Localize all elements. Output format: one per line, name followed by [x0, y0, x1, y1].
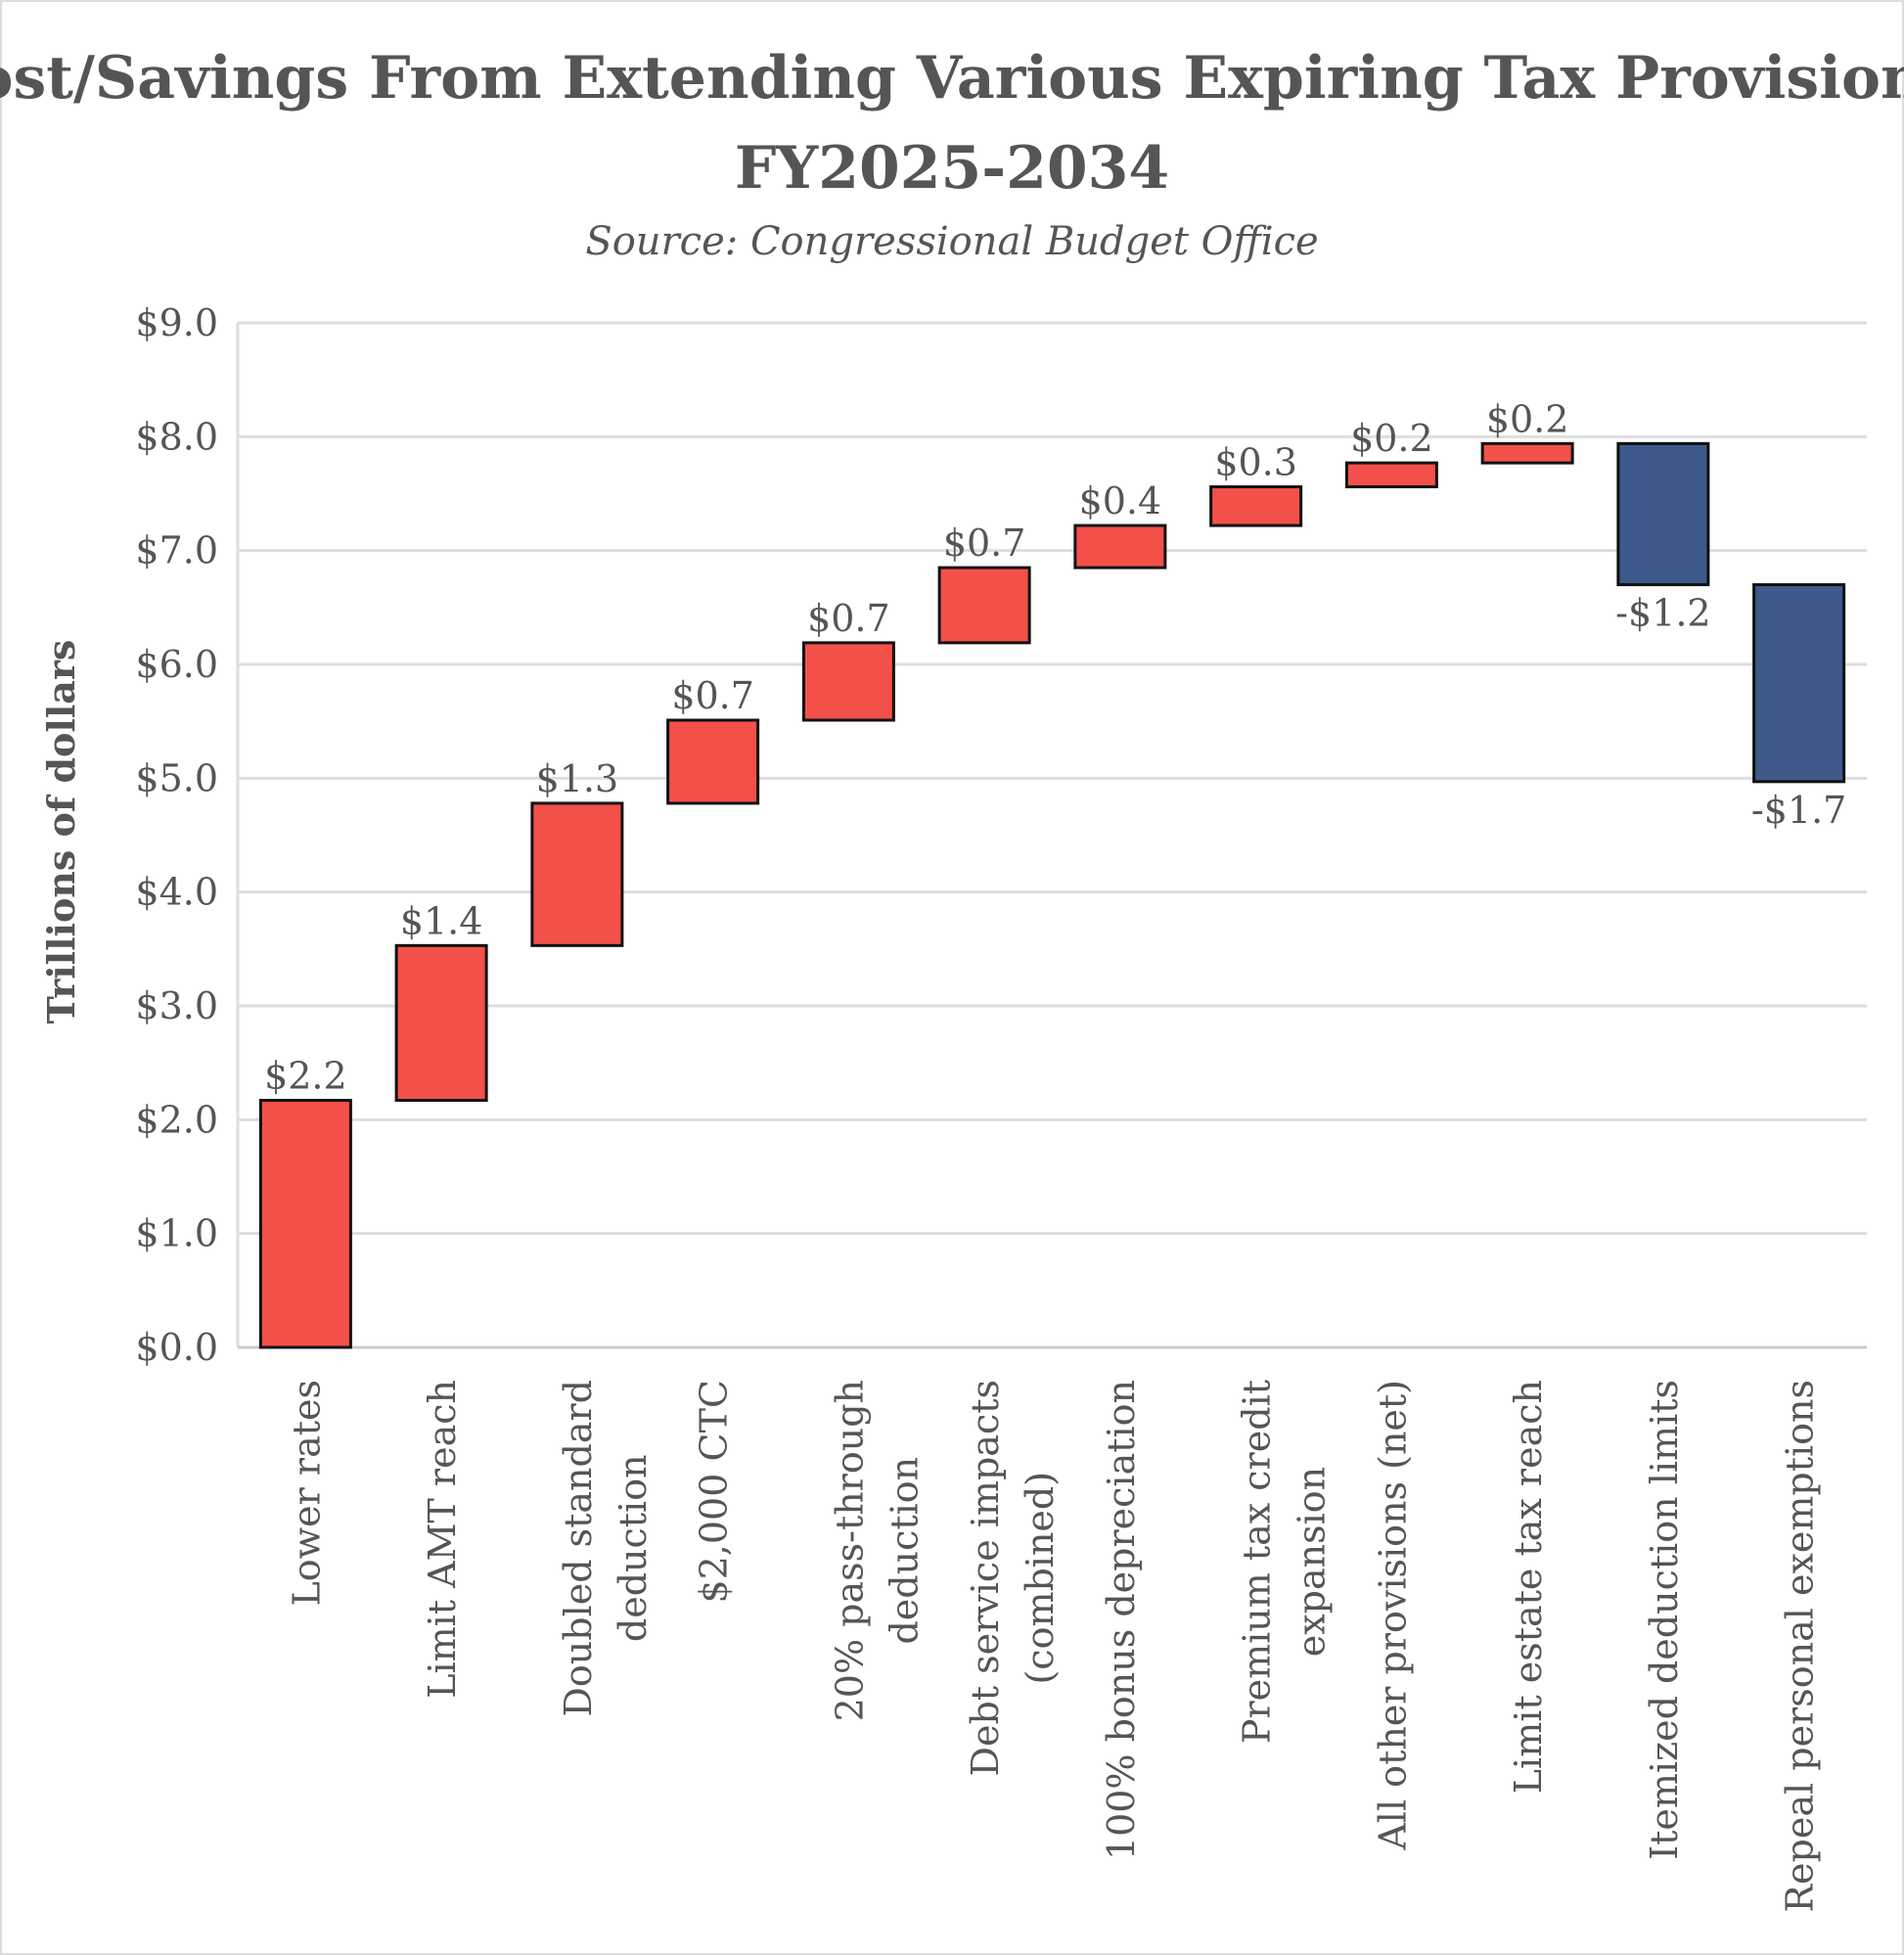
x-tick-label: Itemized deduction limits — [1643, 1380, 1686, 1860]
bar — [1344, 461, 1438, 489]
x-tick-label: $2,000 CTC — [693, 1380, 736, 1604]
y-tick-label: $4.0 — [135, 871, 218, 914]
bar — [1073, 523, 1167, 569]
x-tick-label: Limit AMT reach — [421, 1380, 464, 1699]
x-tick-label: Limit estate tax reach — [1507, 1380, 1550, 1794]
x-tick-label: Debt service impacts — [964, 1380, 1007, 1776]
x-tick-label: 20% pass-through — [828, 1380, 871, 1721]
bar — [666, 718, 760, 805]
value-label: $0.7 — [807, 597, 890, 640]
value-label: $1.4 — [400, 899, 483, 942]
value-label: -$1.2 — [1615, 592, 1710, 635]
y-tick-label: $1.0 — [135, 1212, 218, 1255]
value-label: $0.2 — [1486, 397, 1569, 440]
chart-subtitle: Source: Congressional Budget Office — [585, 219, 1318, 264]
bar — [1616, 441, 1710, 587]
y-tick-label: $8.0 — [135, 415, 218, 458]
x-tick-label: Doubled standard — [557, 1380, 600, 1717]
bar — [937, 566, 1031, 645]
bar — [1209, 485, 1303, 527]
value-label: $0.7 — [671, 674, 754, 717]
x-tick-label: deduction — [883, 1457, 926, 1645]
y-tick-label: $6.0 — [135, 643, 218, 686]
value-label: $0.3 — [1214, 441, 1297, 484]
x-tick-label: Premium tax credit — [1236, 1380, 1279, 1744]
y-tick-label: $3.0 — [135, 984, 218, 1027]
value-label: $2.2 — [264, 1055, 347, 1098]
chart-title-text: Cost/Savings From Extending Various Expi… — [0, 44, 1904, 203]
chart-title: Cost/Savings From Extending Various Expi… — [0, 44, 1904, 203]
bar — [801, 641, 895, 722]
y-axis-title: Trillions of dollars — [39, 640, 83, 1024]
y-tick-label: $7.0 — [135, 529, 218, 572]
x-tick-label: (combined) — [1019, 1472, 1062, 1685]
x-tick-label: expansion — [1291, 1467, 1334, 1657]
x-tick-label: Repeal personal exemptions — [1779, 1380, 1822, 1913]
bar — [394, 943, 488, 1103]
value-label: $0.7 — [943, 522, 1026, 565]
value-label: $1.3 — [536, 757, 619, 800]
value-label: $0.2 — [1350, 417, 1433, 460]
bar — [1752, 583, 1846, 784]
y-tick-label: $0.0 — [135, 1326, 218, 1369]
y-tick-label: $2.0 — [135, 1098, 218, 1141]
value-label: $0.4 — [1079, 479, 1162, 523]
x-tick-label: Lower rates — [285, 1380, 328, 1606]
bar — [530, 801, 624, 947]
x-tick-label: deduction — [612, 1454, 655, 1642]
bar — [1480, 441, 1574, 465]
x-tick-label: All other provisions (net) — [1371, 1380, 1414, 1851]
bar — [258, 1099, 352, 1349]
y-tick-label: $5.0 — [135, 756, 218, 799]
x-tick-label: 100% bonus depreciation — [1100, 1380, 1143, 1860]
y-tick-label: $9.0 — [135, 301, 218, 344]
value-label: -$1.7 — [1751, 789, 1846, 832]
